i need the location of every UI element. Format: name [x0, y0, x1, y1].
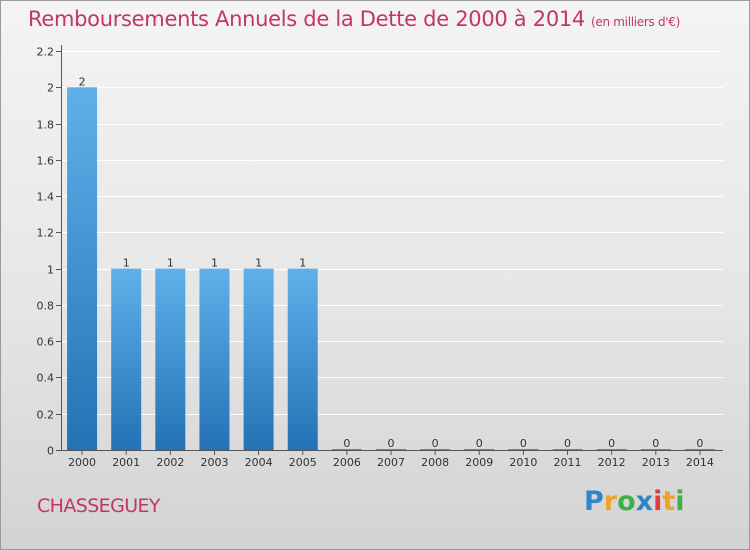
- bar: [596, 449, 627, 450]
- bar: [243, 268, 274, 450]
- data-label: 0: [608, 437, 615, 450]
- bar: [287, 268, 318, 450]
- x-tick-label: 2004: [245, 456, 273, 469]
- y-tick-label: 1.6: [37, 155, 55, 168]
- chart-title-line: Remboursements Annuels de la Dette de 20…: [28, 7, 680, 31]
- logo-letter: P: [584, 486, 604, 517]
- x-tick-label: 2014: [686, 456, 714, 469]
- bar: [640, 449, 671, 450]
- bar: [420, 449, 451, 450]
- y-tick-label: 2.2: [37, 46, 55, 59]
- y-tick-label: 0.8: [37, 300, 55, 313]
- x-tick-label: 2012: [598, 456, 626, 469]
- logo-letter: r: [603, 486, 618, 517]
- logo-letter: x: [635, 486, 654, 517]
- x-tick-label: 2007: [377, 456, 405, 469]
- y-tick-label: 0: [47, 445, 54, 458]
- logo-letter: i: [653, 486, 663, 517]
- logo-letter: t: [662, 486, 676, 517]
- data-label: 0: [520, 437, 527, 450]
- bar: [464, 449, 495, 450]
- bar: [376, 449, 406, 450]
- data-label: 1: [299, 257, 306, 270]
- x-tick-label: 2005: [289, 456, 317, 469]
- proxiti-logo: Proxiti: [584, 486, 685, 517]
- bar-chart: 0 0.2 0.4 0.6 0.8 1 1.2 1.4 1.6 1.8 2 2.2 2 2000 1 2001…: [37, 45, 723, 469]
- y-tick-label: 1.2: [37, 227, 55, 240]
- y-tick-label: 0.4: [37, 372, 55, 385]
- bar: [508, 449, 539, 450]
- bar: [155, 268, 186, 450]
- data-label: 0: [476, 437, 483, 450]
- x-tick-label: 2003: [200, 456, 228, 469]
- data-label: 0: [652, 437, 659, 450]
- x-tick-label: 2013: [642, 456, 670, 469]
- y-tick-label: 0.2: [37, 409, 55, 422]
- x-tick-label: 2008: [421, 456, 449, 469]
- data-label: 2: [79, 75, 86, 88]
- bar: [331, 449, 362, 450]
- logo-letter: i: [675, 486, 685, 517]
- y-tick-label: 1: [47, 264, 54, 277]
- chart-subtitle: (en milliers d'€): [591, 15, 681, 29]
- x-tick-label: 2000: [68, 456, 96, 469]
- town-name: CHASSEGUEY: [37, 495, 161, 517]
- x-tick-label: 2006: [333, 456, 361, 469]
- chart-title: Remboursements Annuels de la Dette de 20…: [28, 7, 585, 31]
- data-label: 0: [388, 437, 395, 450]
- x-tick-label: 2002: [156, 456, 184, 469]
- x-tick-label: 2009: [465, 456, 493, 469]
- bar: [552, 449, 583, 450]
- data-label: 1: [255, 257, 262, 270]
- bar: [67, 87, 98, 450]
- data-label: 1: [123, 257, 130, 270]
- y-tick-label: 1.4: [37, 191, 55, 204]
- bar: [684, 449, 715, 450]
- y-tick-label: 2: [47, 82, 54, 95]
- bar: [199, 268, 230, 450]
- data-label: 0: [564, 437, 571, 450]
- data-label: 1: [211, 257, 218, 270]
- x-tick-label: 2011: [554, 456, 582, 469]
- y-tick-label: 0.6: [37, 336, 55, 349]
- logo-letter: o: [617, 486, 636, 517]
- data-label: 0: [432, 437, 439, 450]
- bar: [111, 268, 142, 450]
- y-tick-label: 1.8: [37, 119, 55, 132]
- data-label: 0: [343, 437, 350, 450]
- x-tick-label: 2001: [112, 456, 140, 469]
- data-label: 0: [696, 437, 703, 450]
- x-tick-label: 2010: [509, 456, 537, 469]
- data-label: 1: [167, 257, 174, 270]
